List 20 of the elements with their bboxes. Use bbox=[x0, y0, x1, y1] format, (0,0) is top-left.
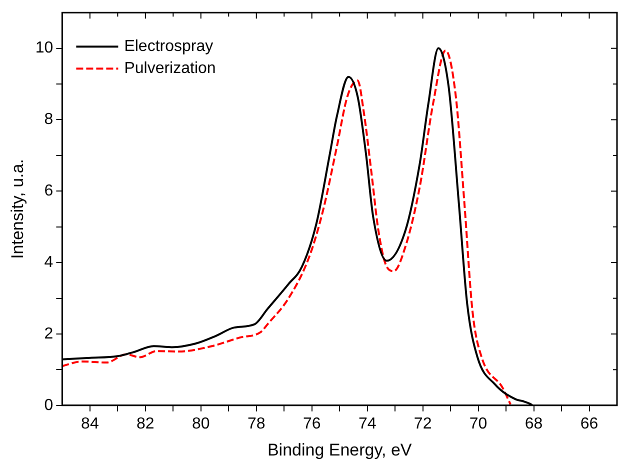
y-tick-label: 2 bbox=[44, 325, 54, 342]
x-tick-label: 76 bbox=[302, 415, 321, 432]
x-tick-label: 78 bbox=[247, 415, 266, 432]
y-tick-label: 0 bbox=[44, 396, 54, 414]
legend-label: Pulverization bbox=[124, 60, 216, 78]
y-axis-title: Intensity, u.a. bbox=[8, 159, 27, 259]
x-tick-label: 80 bbox=[192, 415, 210, 432]
legend-label: Electrospray bbox=[124, 38, 214, 56]
x-tick-label: 70 bbox=[469, 415, 488, 432]
x-tick-label: 66 bbox=[580, 415, 598, 432]
x-tick-label: 84 bbox=[81, 415, 99, 432]
x-axis-title: Binding Energy, eV bbox=[267, 440, 412, 460]
y-tick-label: 4 bbox=[44, 254, 54, 271]
x-tick-label: 68 bbox=[524, 415, 543, 432]
x-tick-label: 74 bbox=[358, 415, 376, 432]
x-tick-label: 72 bbox=[414, 415, 432, 432]
y-tick-label: 8 bbox=[44, 111, 54, 128]
x-tick-label: 82 bbox=[136, 415, 154, 432]
y-tick-label: 10 bbox=[35, 40, 54, 57]
y-tick-label: 6 bbox=[44, 182, 54, 200]
